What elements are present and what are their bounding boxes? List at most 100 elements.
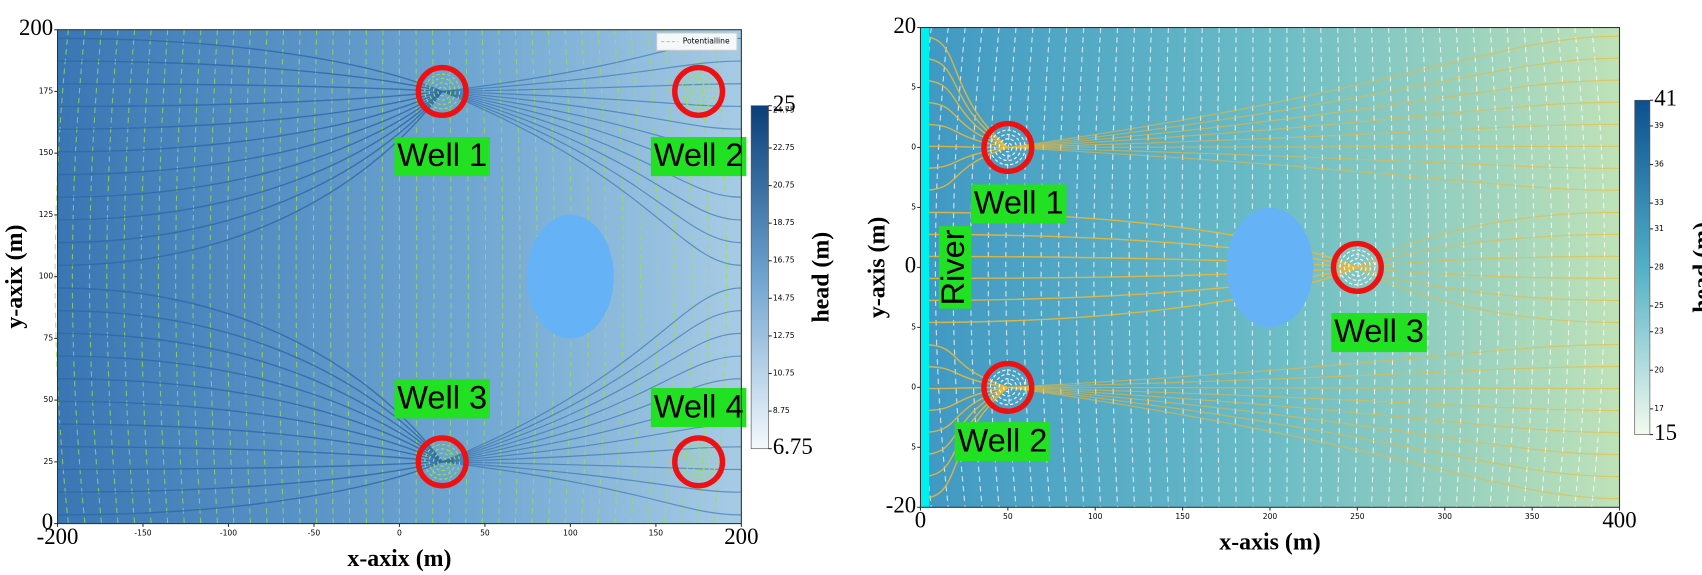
well-contour bbox=[428, 448, 456, 476]
well-label: Well 2 bbox=[654, 137, 744, 173]
well-label: Well 1 bbox=[397, 137, 487, 173]
streamline bbox=[1007, 386, 1620, 500]
streamline bbox=[920, 123, 1008, 149]
well-label: Well 2 bbox=[957, 422, 1047, 458]
potential-line bbox=[680, 29, 693, 524]
well-label-bg bbox=[650, 388, 747, 428]
y-tick-label: 5 bbox=[911, 202, 916, 211]
well-contour bbox=[994, 373, 1022, 401]
streamline bbox=[441, 310, 742, 463]
y-tick-label: 100 bbox=[39, 272, 54, 281]
potential-line bbox=[647, 29, 659, 524]
potential-line bbox=[1303, 27, 1306, 508]
colorbar-tick-label: 20.75 bbox=[773, 181, 795, 190]
streamline bbox=[442, 332, 742, 463]
streamline bbox=[57, 423, 443, 463]
potential-line bbox=[432, 29, 435, 524]
potential-line bbox=[415, 29, 418, 524]
x-tick-label: -100 bbox=[220, 528, 237, 537]
well-contour bbox=[437, 86, 448, 97]
well-contour bbox=[428, 77, 456, 106]
well-marker bbox=[672, 435, 726, 489]
well-contour bbox=[989, 129, 1026, 166]
colorbar bbox=[1634, 99, 1651, 435]
well-contour bbox=[689, 82, 708, 101]
well-marker bbox=[672, 64, 726, 119]
y-tick-label: 125 bbox=[39, 210, 54, 219]
streamline bbox=[920, 35, 1009, 149]
x-tick-label: 150 bbox=[649, 528, 664, 537]
potential-line bbox=[1234, 27, 1237, 508]
potential-line bbox=[934, 27, 949, 508]
potential-line bbox=[1286, 27, 1289, 508]
potential-line bbox=[71, 29, 86, 524]
well-contour bbox=[685, 448, 713, 476]
streamline bbox=[920, 386, 1009, 500]
streamline bbox=[57, 378, 443, 463]
y-tick-label: 50 bbox=[44, 395, 54, 404]
potential-line bbox=[1163, 27, 1169, 508]
well-contour bbox=[693, 86, 704, 97]
streamline bbox=[57, 446, 443, 463]
streamline bbox=[920, 365, 1008, 389]
potential-line bbox=[106, 29, 119, 524]
colorbar-tick-label: 31 bbox=[1654, 224, 1664, 233]
well-contour bbox=[432, 82, 452, 101]
y-tick-label: 5 bbox=[911, 442, 916, 451]
potential-line bbox=[1421, 27, 1430, 508]
streamline bbox=[442, 355, 742, 463]
well-label: Well 1 bbox=[974, 185, 1064, 221]
well-label-bg bbox=[394, 137, 490, 177]
streamline bbox=[920, 386, 1008, 412]
potential-line bbox=[1489, 27, 1500, 508]
well-contour bbox=[680, 73, 717, 110]
potential-line bbox=[1438, 27, 1447, 508]
colorbar-tick-label: 33 bbox=[1654, 198, 1664, 207]
potential-line bbox=[630, 29, 641, 524]
potential-line bbox=[1404, 27, 1412, 508]
x-tick-label: 100 bbox=[563, 528, 578, 537]
potential-line bbox=[1199, 27, 1203, 508]
well-contour bbox=[685, 77, 713, 106]
well-marker bbox=[415, 64, 469, 119]
streamline bbox=[57, 37, 443, 93]
well-marker bbox=[1330, 240, 1384, 295]
potential-line bbox=[312, 29, 318, 524]
potential-line bbox=[1387, 27, 1394, 508]
obstacle bbox=[1226, 207, 1314, 328]
y-tick-label: 0 bbox=[911, 142, 916, 151]
potential-line bbox=[713, 29, 728, 524]
streamline bbox=[57, 83, 443, 93]
y-tick-label: 0 bbox=[905, 253, 916, 278]
x-tick-label: 0 bbox=[915, 508, 926, 533]
streamline bbox=[57, 91, 443, 267]
y-axis-label: y-axis (m) bbox=[865, 217, 891, 318]
streamline bbox=[57, 90, 443, 221]
streamline bbox=[57, 60, 443, 93]
potential-line bbox=[278, 29, 285, 524]
well-label-bg bbox=[1331, 313, 1427, 353]
colorbar-label: head (m) bbox=[1690, 222, 1702, 313]
x-tick-label: 350 bbox=[1525, 512, 1540, 521]
y-tick-label: 5 bbox=[911, 322, 916, 331]
streamline bbox=[57, 461, 443, 493]
potential-line bbox=[1146, 27, 1152, 508]
colorbar-tick-label: 41 bbox=[1654, 85, 1677, 110]
well-label: Well 3 bbox=[397, 380, 487, 416]
potential-line bbox=[1591, 27, 1606, 508]
y-tick-label: -20 bbox=[886, 493, 916, 518]
streamline bbox=[442, 461, 742, 493]
streamline bbox=[1007, 101, 1620, 149]
colorbar-tick-label: 25 bbox=[773, 91, 796, 116]
streamline bbox=[57, 90, 443, 198]
well-contour bbox=[1343, 253, 1371, 281]
well-label-bg bbox=[394, 379, 490, 419]
x-tick-label: 250 bbox=[1350, 512, 1365, 521]
chart-panel: Well 1 Well 2 Well 3 Well 4 -200 -150 -100 -50 0… bbox=[2, 15, 834, 572]
potential-line bbox=[1557, 27, 1570, 508]
river-label: River bbox=[935, 229, 971, 305]
well-contour bbox=[680, 443, 717, 480]
y-tick-label: 75 bbox=[44, 333, 54, 342]
streamline bbox=[920, 266, 1358, 280]
